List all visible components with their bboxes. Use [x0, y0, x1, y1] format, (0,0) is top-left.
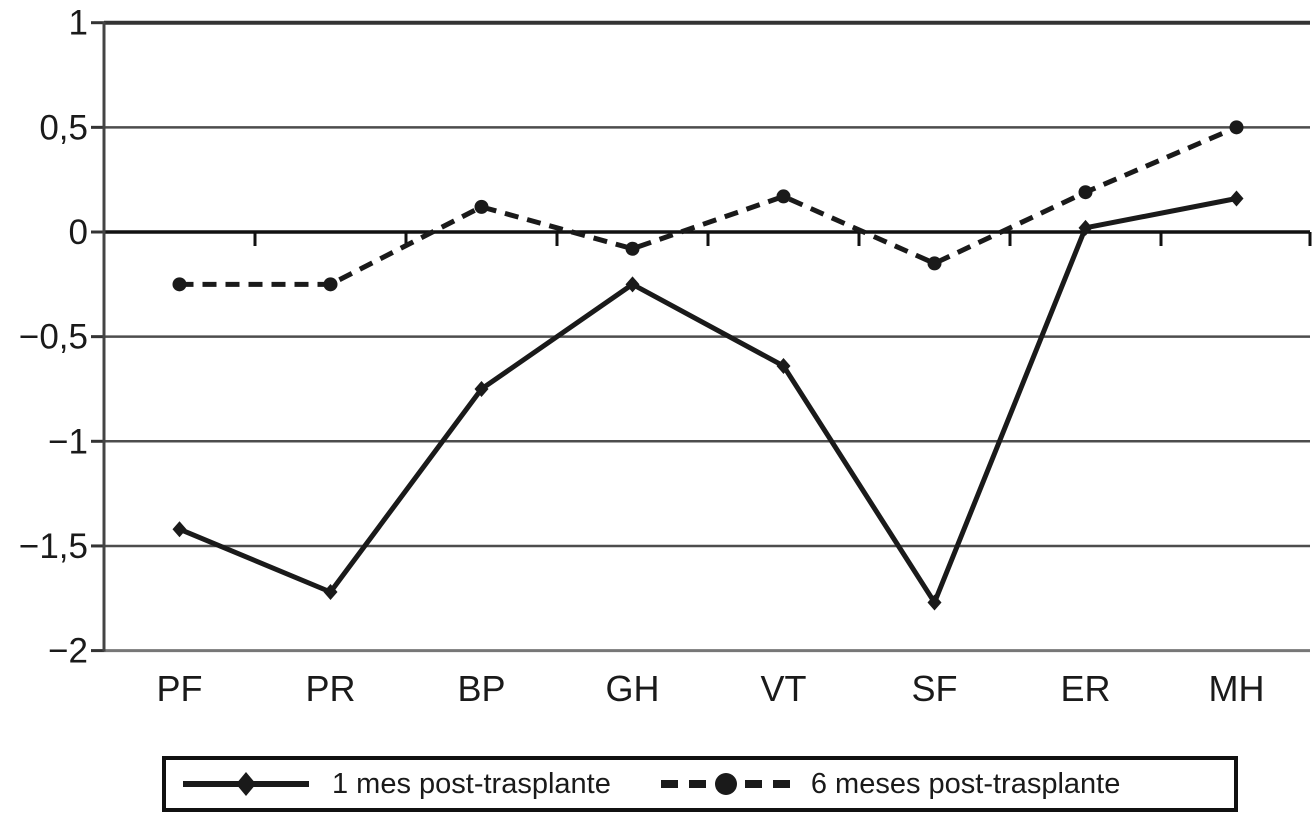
- x-axis-label: SF: [911, 668, 957, 709]
- circle-marker-icon: [625, 241, 640, 256]
- y-axis-label: 0,5: [39, 108, 88, 147]
- legend: 1 mes post-trasplante 6 meses post-trasp…: [162, 756, 1238, 812]
- diamond-marker-icon: [1229, 190, 1244, 207]
- x-axis-label: MH: [1209, 668, 1265, 709]
- y-axis-label: −2: [48, 632, 88, 671]
- circle-marker-icon: [474, 199, 489, 214]
- y-axis-label: −0,5: [19, 318, 88, 357]
- legend-key-dashed-series: [660, 773, 791, 795]
- x-axis-label: PF: [156, 668, 202, 709]
- diamond-marker-icon: [625, 276, 640, 293]
- x-axis-label: VT: [760, 668, 806, 709]
- x-axis-label: ER: [1060, 668, 1110, 709]
- legend-diamond-marker-icon: [236, 772, 256, 796]
- circle-marker-icon: [172, 277, 187, 292]
- x-axis-label: BP: [457, 668, 505, 709]
- circle-marker-icon: [927, 256, 942, 271]
- y-axis-label: −1: [48, 422, 88, 461]
- diamond-marker-icon: [776, 357, 791, 374]
- diamond-marker-icon: [323, 583, 338, 600]
- legend-circle-marker-icon: [714, 773, 737, 795]
- legend-key-solid-series: [183, 772, 309, 796]
- legend-label-series2: 6 meses post-trasplante: [810, 767, 1121, 800]
- diamond-marker-icon: [172, 521, 187, 538]
- y-axis-label: 0: [69, 213, 88, 252]
- diamond-marker-icon: [474, 380, 489, 397]
- circle-marker-icon: [1078, 185, 1093, 200]
- circle-marker-icon: [776, 189, 791, 204]
- circle-marker-icon: [323, 277, 338, 292]
- diamond-marker-icon: [927, 594, 942, 611]
- y-axis-label: 1: [69, 4, 88, 43]
- diamond-marker-icon: [1078, 219, 1093, 236]
- legend-label-series1: 1 mes post-trasplante: [332, 767, 611, 800]
- series-line-dashed: [179, 125, 1238, 287]
- circle-marker-icon: [1229, 120, 1244, 135]
- series-line-solid: [178, 196, 1237, 605]
- x-axis-label: GH: [606, 668, 660, 709]
- x-axis-label: PR: [305, 668, 355, 709]
- y-axis-label: −1,5: [19, 527, 88, 566]
